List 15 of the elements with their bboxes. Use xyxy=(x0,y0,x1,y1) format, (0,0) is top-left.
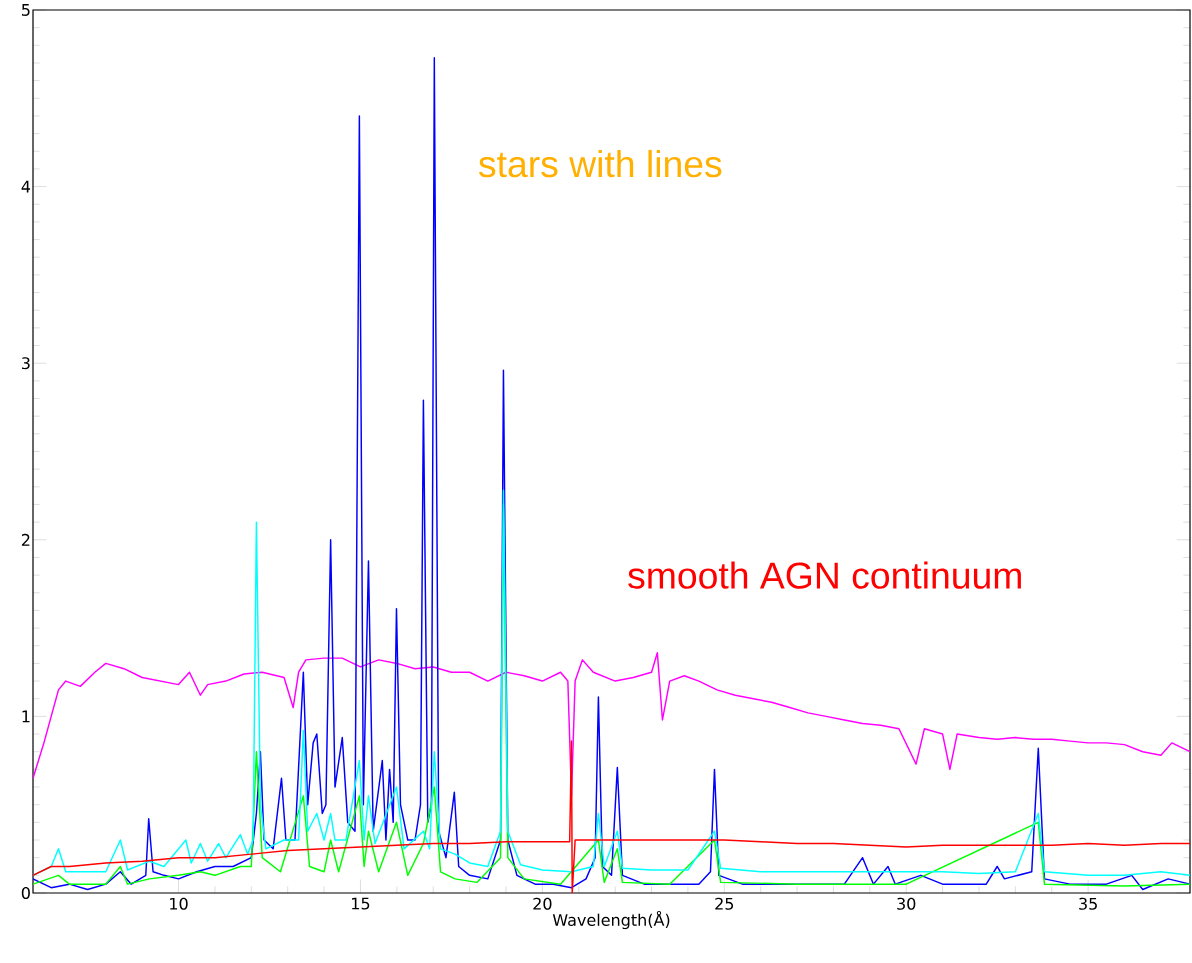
y-tick-label: 2 xyxy=(21,533,30,546)
y-tick-label: 1 xyxy=(22,710,30,723)
x-tick-label: 30 xyxy=(897,897,916,910)
y-tick-label: 4 xyxy=(21,180,31,193)
y-tick-label: 3 xyxy=(22,357,30,370)
x-tick-label: 10 xyxy=(170,897,188,910)
x-tick-label: 35 xyxy=(1079,897,1097,910)
annotation: stars with lines xyxy=(479,149,722,178)
x-tick-label: 25 xyxy=(715,897,734,910)
x-tick-label: 15 xyxy=(352,897,370,910)
x-tick-label: 20 xyxy=(533,897,552,910)
y-tick-label: 5 xyxy=(22,4,30,16)
y-tick-label: 0 xyxy=(21,886,30,900)
annotation: smooth AGN continuum xyxy=(628,561,1021,589)
x-axis-title: Wavelength(Å) xyxy=(552,910,670,930)
